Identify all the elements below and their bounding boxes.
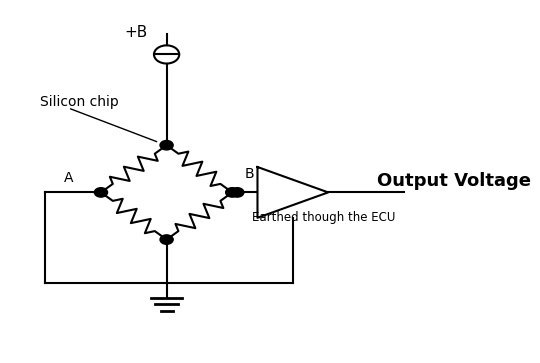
Circle shape <box>160 140 173 150</box>
Text: B: B <box>245 167 255 181</box>
Circle shape <box>231 188 244 197</box>
Text: Earthed though the ECU: Earthed though the ECU <box>252 211 396 224</box>
Circle shape <box>160 235 173 244</box>
Text: A: A <box>63 171 73 185</box>
Circle shape <box>226 188 239 197</box>
Circle shape <box>94 188 107 197</box>
Text: Output Voltage: Output Voltage <box>377 172 531 191</box>
Text: +B: +B <box>125 25 148 40</box>
Text: Silicon chip: Silicon chip <box>40 95 119 109</box>
